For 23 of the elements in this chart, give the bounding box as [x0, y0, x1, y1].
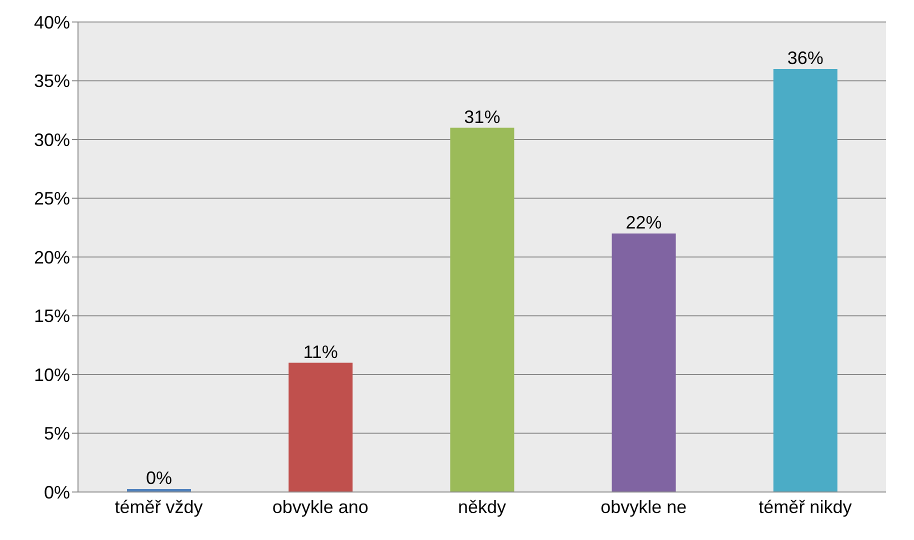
y-tick-label: 0%	[44, 482, 70, 502]
bar	[288, 362, 353, 492]
x-tick-label: téměř nikdy	[758, 496, 852, 517]
y-tick-label: 40%	[34, 12, 70, 32]
data-label: 0%	[146, 468, 172, 488]
data-label: 36%	[787, 48, 824, 68]
y-tick-label: 10%	[34, 364, 70, 385]
y-tick-label: 30%	[34, 130, 70, 150]
y-tick-label: 20%	[34, 247, 70, 268]
data-label: 22%	[626, 212, 662, 232]
x-tick-label: téměř vždy	[114, 496, 203, 517]
data-label: 11%	[303, 342, 338, 362]
bar	[773, 69, 838, 492]
data-label: 31%	[464, 106, 500, 127]
bar	[450, 128, 514, 492]
y-tick-label: 35%	[34, 71, 70, 92]
x-tick-label: někdy	[458, 496, 506, 517]
x-tick-label: obvykle ne	[600, 496, 687, 517]
bar	[612, 234, 676, 492]
y-tick-label: 25%	[34, 188, 70, 209]
y-tick-label: 15%	[34, 306, 70, 326]
x-tick-label: obvykle ano	[272, 496, 368, 517]
y-tick-label: 5%	[44, 424, 70, 444]
